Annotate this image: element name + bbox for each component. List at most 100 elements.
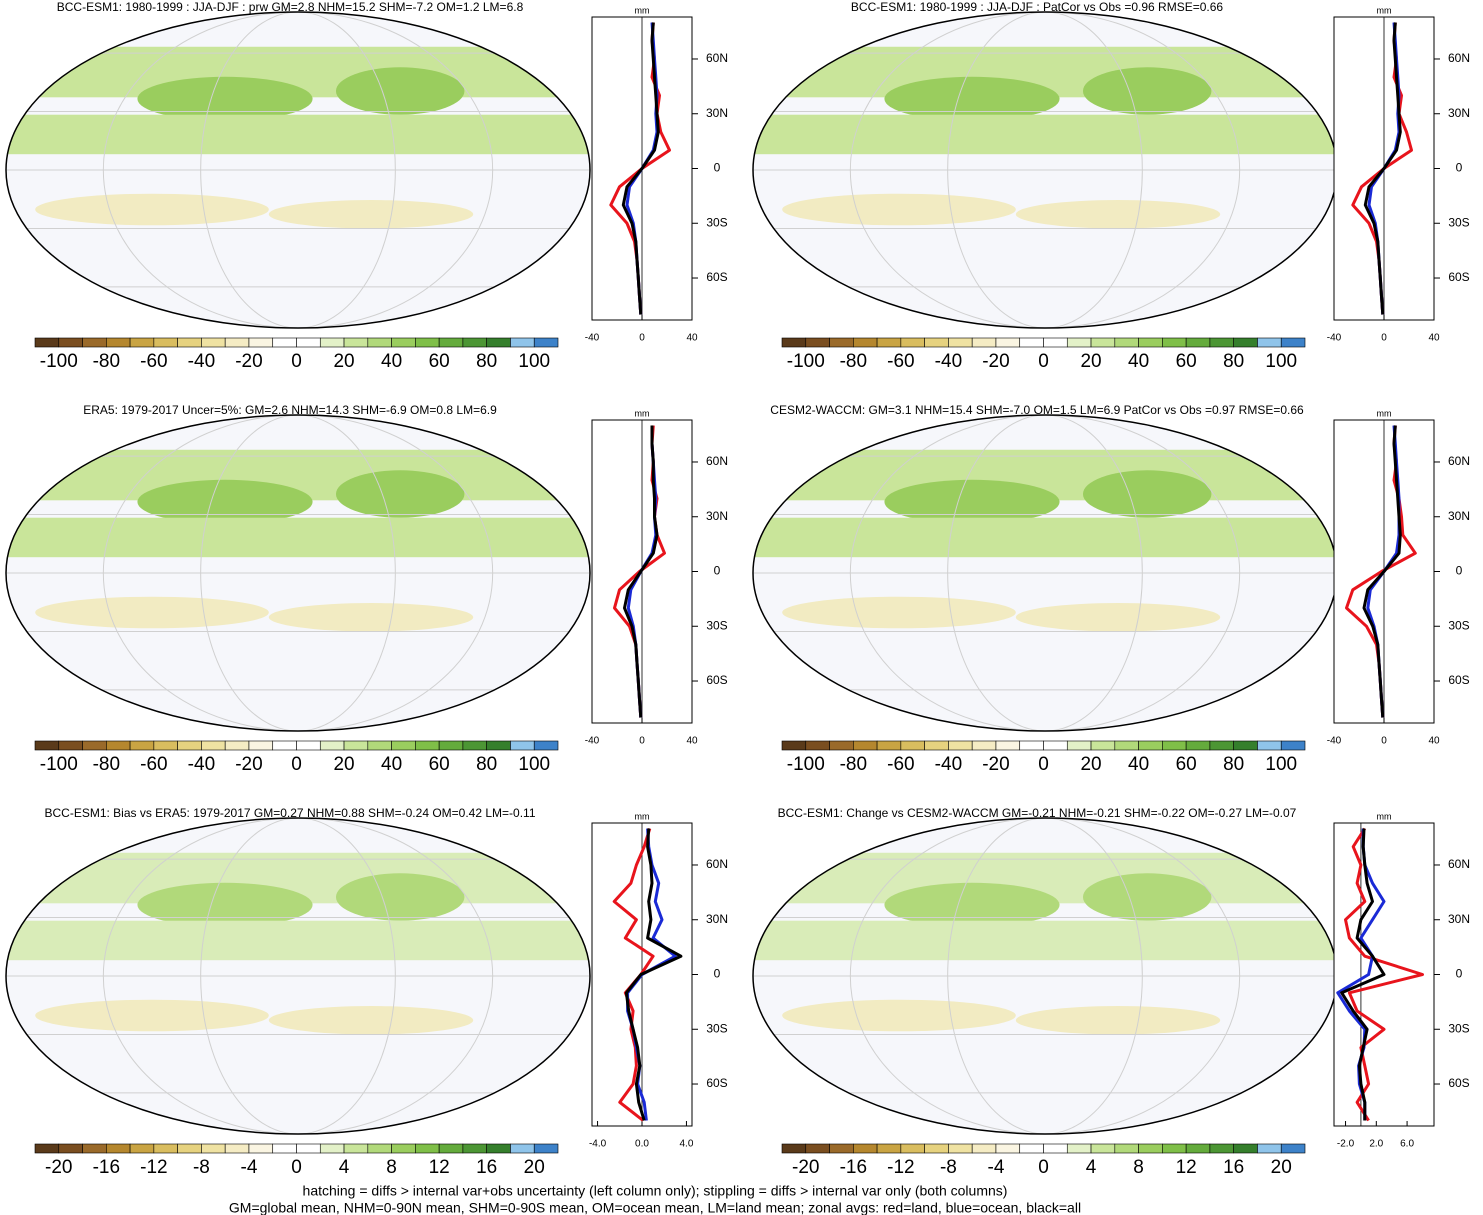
colorbar-box bbox=[1185, 740, 1211, 751]
colorbar-box bbox=[853, 337, 878, 348]
colorbar-box bbox=[829, 337, 854, 348]
colorbar-label: -20 bbox=[235, 351, 262, 372]
colorbar-box bbox=[1257, 337, 1282, 348]
x-tick-label: 0.0 bbox=[635, 1139, 649, 1150]
dry-band bbox=[35, 193, 269, 226]
y-tick-label: 30S bbox=[706, 1021, 727, 1035]
colorbar-box bbox=[1162, 740, 1187, 751]
colorbar-label: -20 bbox=[235, 754, 262, 775]
colorbar-box bbox=[1019, 337, 1044, 348]
tropic-band bbox=[753, 114, 1337, 155]
dry-band bbox=[35, 596, 269, 629]
colorbar-label: 8 bbox=[1133, 1157, 1144, 1178]
colorbar-label: 40 bbox=[381, 351, 402, 372]
colorbar-box bbox=[296, 1143, 321, 1154]
x-tick-label: 0 bbox=[1381, 736, 1387, 747]
colorbar-box bbox=[1043, 337, 1068, 348]
colorbar-box bbox=[248, 337, 274, 348]
colorbar-label: 80 bbox=[1223, 754, 1244, 775]
y-tick-label: 30N bbox=[706, 106, 728, 120]
colorbar-label: 0 bbox=[291, 351, 302, 372]
moist-core bbox=[884, 479, 1060, 525]
dry-band bbox=[782, 193, 1016, 226]
colorbar-box bbox=[248, 1143, 274, 1154]
meridian bbox=[200, 415, 396, 731]
zonal-line bbox=[621, 22, 660, 315]
meridian bbox=[849, 415, 1241, 731]
y-tick-label: 30S bbox=[1448, 1021, 1469, 1035]
colorbar-label: -40 bbox=[935, 351, 962, 372]
colorbar-label: -60 bbox=[887, 351, 914, 372]
y-tick-label: 0 bbox=[1456, 161, 1463, 175]
x-tick-label: -4.0 bbox=[589, 1139, 607, 1150]
colorbar-box bbox=[153, 337, 178, 348]
colorbar-box bbox=[1209, 337, 1234, 348]
footer-note: hatching = diffs > internal var+obs unce… bbox=[303, 1183, 1008, 1199]
colorbar-box bbox=[995, 337, 1021, 348]
colorbar-box bbox=[1185, 1143, 1211, 1154]
colorbar-label: 20 bbox=[1080, 351, 1101, 372]
x-tick-label: -40 bbox=[585, 736, 600, 747]
tropic-band bbox=[753, 517, 1337, 558]
colorbar-label: 20 bbox=[1271, 1157, 1292, 1178]
colorbar-label: -16 bbox=[93, 1157, 120, 1178]
colorbar-box bbox=[1066, 1143, 1092, 1154]
moist-core bbox=[1082, 67, 1212, 115]
colorbar-box bbox=[533, 1143, 559, 1154]
meridian bbox=[947, 818, 1143, 1134]
x-tick-label: 0 bbox=[639, 333, 645, 344]
colorbar-label: 100 bbox=[1265, 754, 1297, 775]
map bbox=[753, 818, 1337, 1134]
colorbar-box bbox=[462, 337, 487, 348]
dry-band bbox=[268, 603, 474, 632]
colorbar-box bbox=[58, 1143, 83, 1154]
colorbar-box bbox=[971, 337, 997, 348]
panel-title: BCC-ESM1: 1980-1999 : JJA-DJF : prw GM=2… bbox=[57, 0, 524, 14]
moist-core bbox=[884, 882, 1060, 928]
colorbar-box bbox=[1090, 337, 1116, 348]
colorbar-label: 60 bbox=[429, 754, 450, 775]
colorbar-label: -100 bbox=[787, 754, 825, 775]
y-tick-label: 60N bbox=[1448, 857, 1470, 871]
colorbar-box bbox=[367, 1143, 392, 1154]
moist-core bbox=[1082, 873, 1212, 921]
colorbar-box bbox=[177, 740, 202, 751]
colorbar-box bbox=[486, 740, 511, 751]
colorbar-box bbox=[391, 740, 416, 751]
colorbar-label: 12 bbox=[1176, 1157, 1197, 1178]
meridian bbox=[849, 12, 1241, 328]
panel-title: BCC-ESM1: Change vs CESM2-WACCM GM=-0.21… bbox=[778, 806, 1297, 820]
colorbar-box bbox=[805, 740, 830, 751]
x-tick-label: -40 bbox=[1327, 333, 1342, 344]
colorbar-label: 20 bbox=[524, 1157, 545, 1178]
colorbar-box bbox=[1066, 337, 1092, 348]
unit-label: mm bbox=[1377, 5, 1392, 15]
colorbar-label: -12 bbox=[140, 1157, 167, 1178]
colorbar-box bbox=[224, 740, 250, 751]
dry-band bbox=[782, 596, 1016, 629]
colorbar-label: -16 bbox=[840, 1157, 867, 1178]
colorbar-label: -8 bbox=[940, 1157, 957, 1178]
colorbar-box bbox=[1233, 337, 1258, 348]
colorbar-box bbox=[924, 740, 949, 751]
colorbar-box bbox=[177, 337, 202, 348]
colorbar-label: -4 bbox=[988, 1157, 1005, 1178]
x-tick-label: 0 bbox=[639, 736, 645, 747]
unit-label: mm bbox=[635, 5, 650, 15]
zonal-line bbox=[1362, 425, 1402, 718]
colorbar-label: -20 bbox=[45, 1157, 72, 1178]
colorbar-label: -100 bbox=[40, 754, 78, 775]
y-tick-label: 30N bbox=[706, 912, 728, 926]
y-tick-label: 0 bbox=[714, 564, 721, 578]
colorbar-box bbox=[1280, 1143, 1306, 1154]
map bbox=[753, 12, 1337, 328]
y-tick-label: 60N bbox=[706, 454, 728, 468]
y-tick-label: 0 bbox=[1456, 564, 1463, 578]
moist-core bbox=[137, 76, 313, 122]
colorbar-label: -60 bbox=[887, 754, 914, 775]
colorbar-box bbox=[58, 337, 83, 348]
dry-band bbox=[268, 200, 474, 229]
colorbar-label: -40 bbox=[188, 754, 215, 775]
colorbar-box bbox=[462, 740, 487, 751]
colorbar-box bbox=[1233, 740, 1258, 751]
